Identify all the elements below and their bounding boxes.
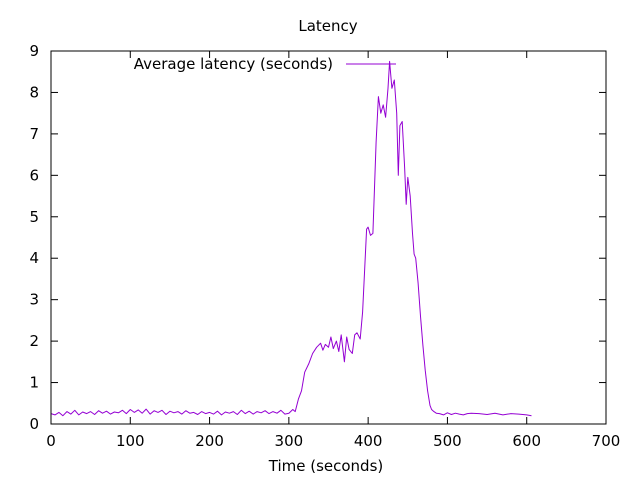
x-tick-label: 500 [433,432,462,450]
y-tick-label: 0 [29,415,39,433]
x-tick-label: 700 [592,432,621,450]
x-axis-label: Time (seconds) [268,457,384,475]
series-line-average-latency [50,60,532,417]
y-tick-label: 1 [29,374,39,392]
x-tick-label: 400 [354,432,383,450]
y-tick-label: 2 [29,332,39,350]
y-tick-label: 3 [29,291,39,309]
plot-area [50,60,532,417]
legend-label: Average latency (seconds) [134,55,333,73]
x-tick-label: 0 [46,432,56,450]
chart-title: Latency [298,17,357,35]
x-tick-label: 600 [512,432,541,450]
y-tick-label: 4 [29,249,39,267]
plot-frame [50,50,607,425]
x-tick-label: 100 [116,432,145,450]
axis-ticks: 0 100 200 300 400 500 600 700 0 1 2 3 4 5 6 7 8 9 [29,42,620,450]
y-tick-label: 6 [29,166,39,184]
x-tick-label: 200 [195,432,224,450]
x-tick-label: 300 [275,432,304,450]
legend: Average latency (seconds) [134,55,396,73]
y-tick-label: 9 [29,42,39,60]
y-tick-label: 5 [29,208,39,226]
y-tick-label: 7 [29,125,39,143]
y-tick-label: 8 [29,83,39,101]
